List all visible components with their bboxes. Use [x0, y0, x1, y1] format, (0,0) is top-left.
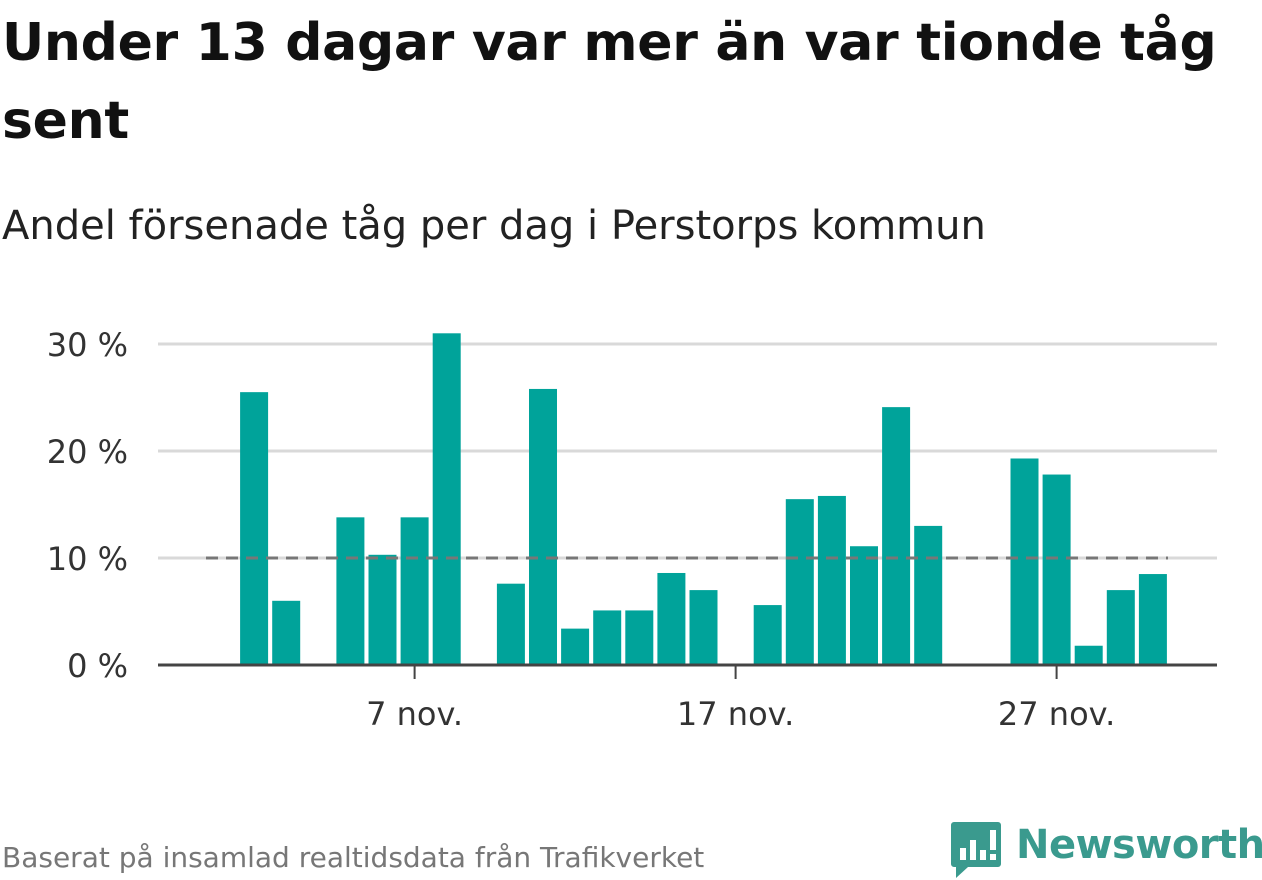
- bar-nov-12: [561, 628, 590, 665]
- y-tick-label: 30 %: [47, 326, 128, 364]
- x-axis: 7 nov. 17 nov. 27 nov.: [158, 663, 1217, 733]
- bar-nov-6: [368, 554, 397, 665]
- bar-nov-5: [336, 517, 365, 665]
- bar-nov-23: [914, 525, 943, 665]
- bar-nov-11: [529, 388, 557, 665]
- y-tick-label: 10 %: [47, 540, 128, 578]
- bar-nov-8: [432, 333, 461, 665]
- bars: [240, 333, 1167, 665]
- x-tick-label: 7 nov.: [366, 695, 463, 733]
- bar-nov-29: [1106, 590, 1135, 665]
- chart-title: Under 13 dagar var mer än var tionde tåg…: [2, 13, 1217, 151]
- bar-nov-30: [1138, 574, 1167, 665]
- logo-wordmark: Newsworthy: [1016, 822, 1262, 868]
- bar-nov-20: [817, 495, 846, 665]
- bar-nov-10: [496, 583, 525, 665]
- bar-nov-27: [1042, 474, 1071, 665]
- bar-nov-19: [785, 499, 814, 665]
- newsworthy-logo: Newsworthy: [950, 818, 1262, 880]
- x-tick-label: 27 nov.: [998, 695, 1115, 733]
- y-tick-label: 20 %: [47, 433, 128, 471]
- chart-subtitle: Andel försenade tåg per dag i Perstorps …: [2, 203, 986, 249]
- bar-chart: 0 % 10 % 20 % 30 % 7 nov. 17 nov. 27 nov.: [47, 326, 1217, 733]
- bar-nov-26: [1010, 458, 1039, 665]
- x-tick-label: 17 nov.: [677, 695, 794, 733]
- y-axis-ticks: 0 % 10 % 20 % 30 %: [47, 326, 128, 685]
- bar-nov-14: [625, 610, 654, 665]
- source-note: Baserat på insamlad realtidsdata från Tr…: [2, 841, 705, 874]
- bar-nov-28: [1074, 645, 1103, 665]
- bar-nov-15: [657, 572, 686, 665]
- newsworthy-logo-icon: [951, 822, 1001, 878]
- bar-nov-16: [689, 590, 718, 665]
- bar-nov-18: [753, 605, 782, 665]
- bar-nov-2: [240, 392, 269, 665]
- bar-nov-13: [593, 610, 622, 665]
- y-tick-label: 0 %: [67, 647, 128, 685]
- bar-nov-7: [400, 517, 429, 665]
- bar-nov-21: [850, 546, 878, 665]
- bar-nov-3: [272, 600, 301, 665]
- bar-nov-22: [882, 407, 911, 665]
